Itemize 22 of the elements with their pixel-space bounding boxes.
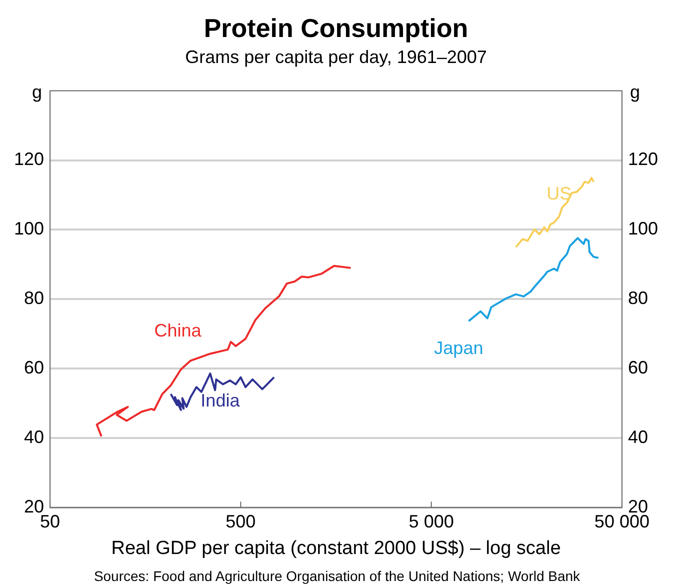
- x-tick-label: 50: [40, 511, 60, 532]
- chart-title: Protein Consumption: [204, 12, 468, 43]
- y-tick-label: 120: [14, 149, 44, 170]
- y-tick-label: 60: [24, 358, 44, 378]
- y2-tick-label: 60: [628, 358, 648, 378]
- x-tick-label: 5 000: [408, 511, 454, 532]
- y2-tick-label: 40: [628, 427, 648, 448]
- y2-tick-label: 80: [628, 288, 648, 308]
- series-label: China: [154, 320, 202, 341]
- y-axis-title: g: [32, 82, 42, 102]
- x-tick-label: 500: [226, 511, 256, 532]
- series-label: India: [200, 390, 241, 410]
- source-note: Sources: Food and Agriculture Organisation of the United Nations; World Bank: [94, 568, 582, 584]
- y2-tick-label: 120: [628, 149, 658, 170]
- y-tick-label: 80: [24, 288, 44, 308]
- series-label: Japan: [434, 338, 484, 358]
- y-tick-label: 100: [14, 218, 44, 239]
- y-tick-label: 40: [24, 427, 44, 448]
- chart-subtitle: Grams per capita per day, 1961–2007: [185, 46, 487, 67]
- y2-axis-title: g: [630, 82, 640, 102]
- x-axis-title: Real GDP per capita (constant 2000 US$) – log scale: [111, 538, 561, 559]
- y2-tick-label: 100: [628, 218, 658, 239]
